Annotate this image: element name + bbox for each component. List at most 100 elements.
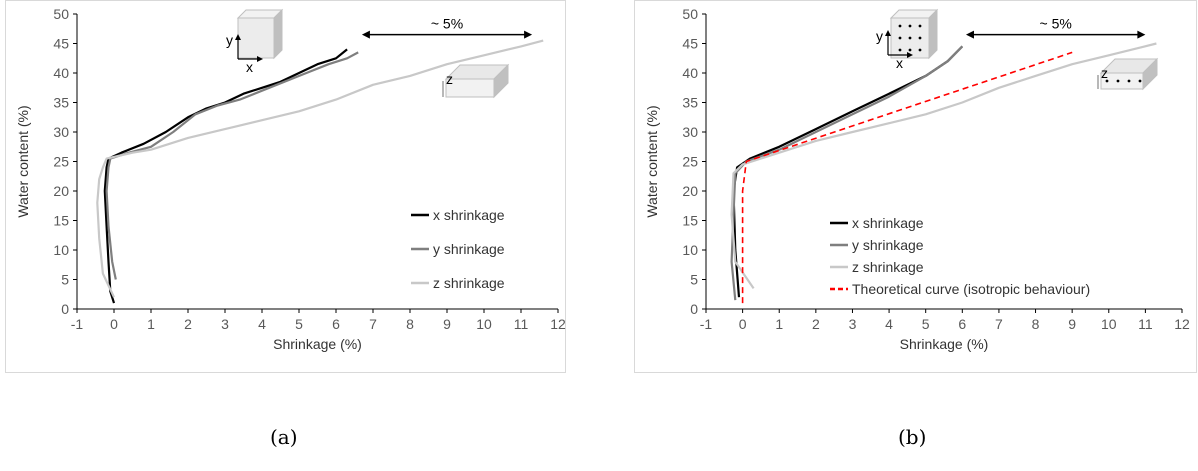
grid-dot — [898, 36, 902, 40]
grid-dot — [918, 36, 922, 40]
series-line-3 — [730, 42, 1157, 290]
y-tick-label: 35 — [53, 95, 69, 111]
y-tick-label: 20 — [682, 183, 698, 199]
arrow-head-right — [1137, 30, 1146, 39]
y-tick-label: 30 — [53, 124, 69, 140]
x-tick-label: 10 — [1101, 316, 1117, 332]
y-tick-label: 45 — [682, 36, 698, 52]
x-tick-label: 3 — [221, 316, 229, 332]
arrow-head — [257, 56, 263, 62]
y-tick-label: 45 — [53, 36, 69, 52]
inset-z-label: z — [1101, 65, 1108, 81]
x-tick-label: 11 — [514, 316, 529, 332]
x-tick-label: 0 — [739, 316, 747, 332]
y-tick-label: 40 — [53, 65, 69, 81]
x-tick-label: 10 — [476, 316, 492, 332]
x-tick-label: 4 — [258, 316, 266, 332]
y-tick-label: 35 — [682, 95, 698, 111]
grid-dot — [1105, 79, 1109, 83]
x-tick-label: -1 — [71, 316, 84, 332]
slab-front — [445, 78, 495, 98]
grid-dot — [898, 48, 902, 52]
series-line-3 — [96, 39, 544, 298]
series-line-1 — [732, 45, 964, 298]
y-tick-label: 50 — [53, 6, 69, 22]
x-axis-title: Shrinkage (%) — [273, 336, 362, 352]
y-tick-label: 25 — [53, 154, 69, 170]
y-tick-label: 0 — [690, 301, 698, 317]
x-tick-label: 2 — [812, 316, 820, 332]
chart-panel-a: 0 5 10 15 20 25 30 35 40 45 50 -1 0 1 2 3 4 5 6 7 8 9 10 11 12 Sh… — [5, 0, 566, 373]
y-axis-title: Water content (%) — [15, 105, 31, 217]
cube-front — [237, 17, 275, 59]
inset-x-label: x — [246, 59, 253, 75]
x-tick-label: 12 — [550, 316, 566, 332]
grid-dot — [1138, 79, 1142, 83]
series-line-2 — [730, 45, 964, 301]
series-line-4 — [741, 51, 1073, 304]
grid-dot — [908, 36, 912, 40]
y-tick-label: 5 — [61, 272, 69, 288]
x-tick-label: 4 — [885, 316, 893, 332]
x-tick-label: 8 — [406, 316, 414, 332]
arrow-head-left — [361, 30, 370, 39]
x-tick-label: 6 — [332, 316, 340, 332]
y-tick-label: 0 — [61, 301, 69, 317]
grid-dot — [908, 24, 912, 28]
grid-dot — [918, 24, 922, 28]
x-tick-label: 1 — [775, 316, 783, 332]
y-tick-label: 15 — [53, 213, 69, 229]
slab-front — [1100, 72, 1144, 90]
y-tick-label: 5 — [690, 272, 698, 288]
grid-dot — [898, 24, 902, 28]
legend-label: y shrinkage — [433, 241, 505, 257]
legend-label: x shrinkage — [433, 207, 505, 223]
x-tick-label: 9 — [443, 316, 451, 332]
cube-side — [928, 8, 938, 60]
grid-dot — [918, 48, 922, 52]
y-tick-label: 20 — [53, 183, 69, 199]
x-tick-label: 5 — [295, 316, 303, 332]
y-tick-label: 10 — [53, 242, 69, 258]
caption-b: (b) — [898, 425, 927, 449]
caption-a: (a) — [270, 425, 298, 449]
x-tick-label: 1 — [147, 316, 155, 332]
legend-label: x shrinkage — [852, 215, 924, 231]
y-tick-label: 25 — [682, 154, 698, 170]
x-tick-label: 7 — [369, 316, 377, 332]
x-tick-label: 2 — [184, 316, 192, 332]
x-tick-label: 8 — [1032, 316, 1040, 332]
legend-label: Theoretical curve (isotropic behaviour) — [852, 281, 1090, 297]
x-tick-label: 6 — [958, 316, 966, 332]
x-tick-label: -1 — [700, 316, 713, 332]
y-tick-label: 40 — [682, 65, 698, 81]
inset-z-label: z — [446, 71, 453, 87]
arrow-head-left — [965, 30, 974, 39]
arrow-head — [235, 34, 241, 40]
arrow-head — [885, 30, 891, 36]
x-axis-title: Shrinkage (%) — [900, 336, 989, 352]
sample-cube-icon — [889, 8, 939, 60]
grid-dot — [908, 48, 912, 52]
grid-dot — [1127, 79, 1131, 83]
cube-side — [273, 8, 283, 60]
y-tick-label: 50 — [682, 6, 698, 22]
annotation-label: ~ 5% — [1040, 16, 1072, 32]
sample-slab-icon — [1099, 57, 1159, 91]
series-line-1 — [103, 48, 348, 304]
x-tick-label: 7 — [995, 316, 1003, 332]
x-tick-label: 9 — [1068, 316, 1076, 332]
x-tick-label: 0 — [110, 316, 118, 332]
annotation-label: ~ 5% — [431, 16, 463, 32]
legend-label: z shrinkage — [433, 275, 505, 291]
inset-y-label: y — [876, 28, 883, 44]
x-tick-label: 12 — [1174, 316, 1190, 332]
arrow-head — [907, 52, 913, 58]
legend-label: y shrinkage — [852, 237, 924, 253]
y-tick-label: 10 — [682, 242, 698, 258]
inset-y-label: y — [226, 32, 233, 48]
sample-slab-icon — [444, 63, 510, 99]
y-tick-label: 15 — [682, 213, 698, 229]
